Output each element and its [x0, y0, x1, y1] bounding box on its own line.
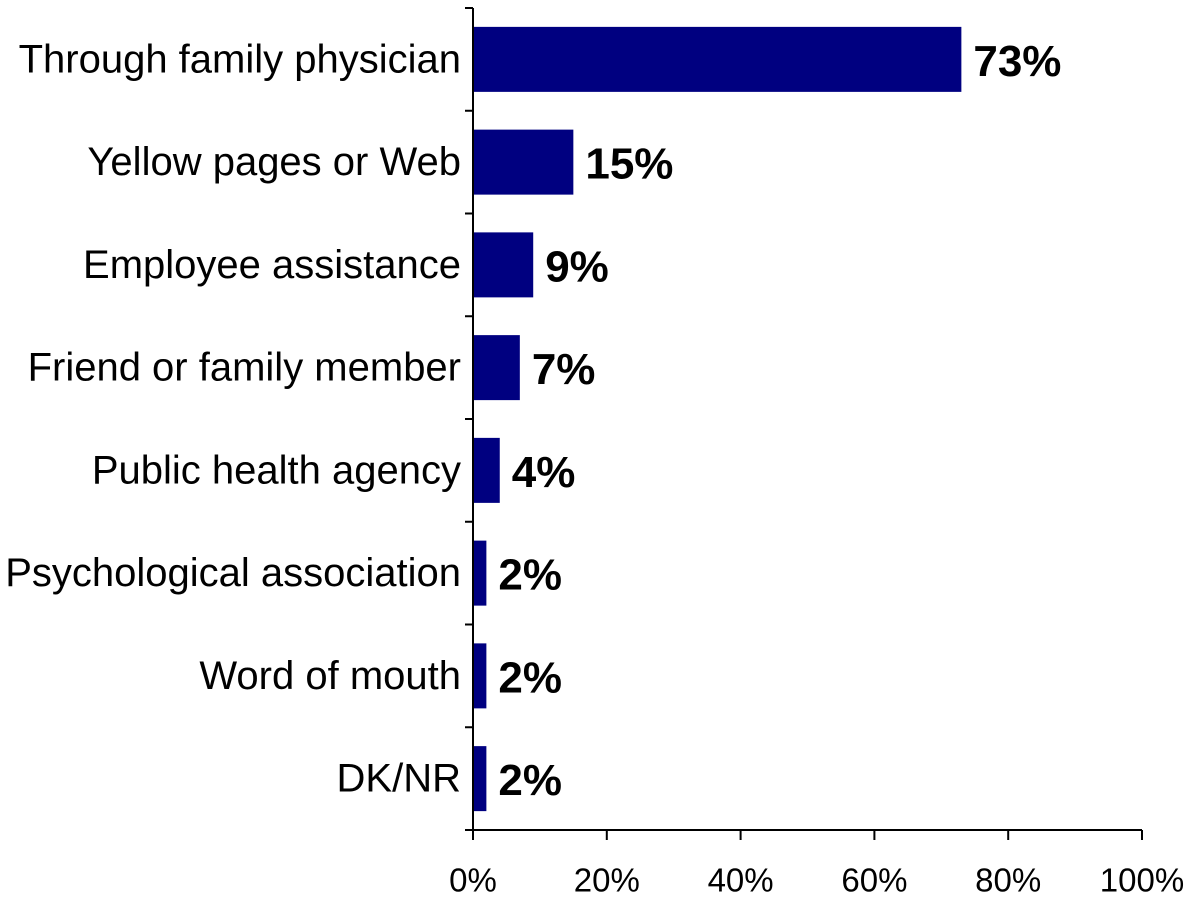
bar — [473, 26, 962, 92]
category-label: Friend or family member — [28, 346, 461, 390]
value-label: 2% — [498, 756, 562, 805]
category-label: Employee assistance — [83, 243, 461, 287]
x-tick-label: 60% — [841, 862, 907, 897]
bar — [473, 746, 487, 812]
value-label: 4% — [512, 448, 576, 497]
x-tick-label: 40% — [708, 862, 774, 897]
bars — [473, 26, 962, 812]
category-label: Psychological association — [5, 551, 461, 595]
axes — [465, 7, 1143, 840]
value-label: 2% — [498, 653, 562, 702]
bar — [473, 129, 574, 195]
x-tick-label: 0% — [449, 862, 497, 897]
category-label: DK/NR — [337, 757, 461, 801]
bar — [473, 437, 500, 503]
category-label: Yellow pages or Web — [87, 140, 461, 184]
value-label: 15% — [585, 140, 673, 189]
value-label: 7% — [532, 345, 596, 394]
value-label: 2% — [498, 551, 562, 600]
x-tick-label: 80% — [975, 862, 1041, 897]
category-label: Word of mouth — [199, 654, 461, 698]
category-label: Public health agency — [92, 448, 461, 492]
x-tick-label: 100% — [1100, 862, 1184, 897]
labels: Through family physician 73% Yellow pages … — [5, 37, 1184, 897]
bar — [473, 540, 487, 606]
value-label: 9% — [545, 242, 609, 291]
x-tick-label: 20% — [574, 862, 640, 897]
category-label: Through family physician — [19, 37, 461, 81]
bar — [473, 643, 487, 709]
bar — [473, 232, 534, 298]
value-label: 73% — [973, 37, 1061, 86]
bar — [473, 335, 520, 401]
